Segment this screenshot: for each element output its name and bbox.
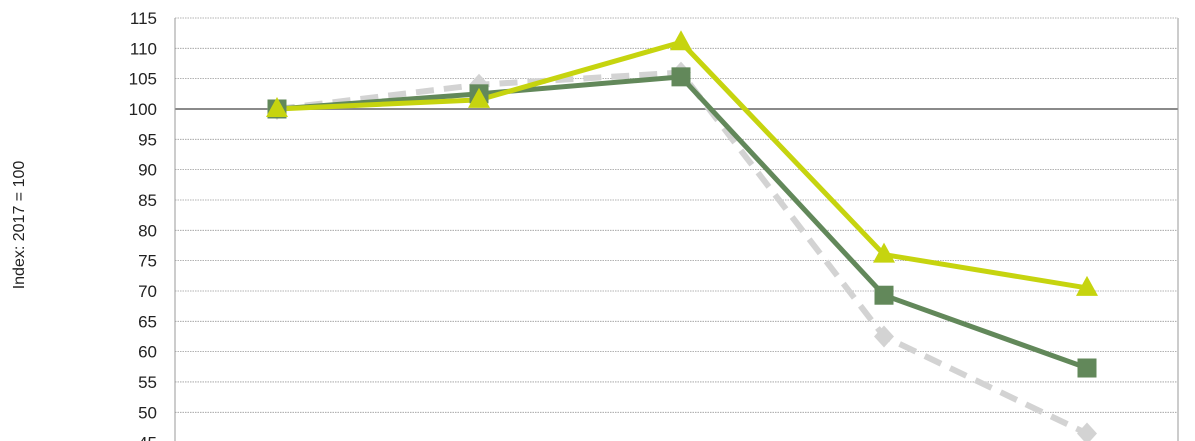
y-tick-label: 85	[138, 191, 157, 210]
y-tick-label: 65	[138, 312, 157, 331]
data-point-diamond	[1077, 422, 1097, 441]
y-tick-label: 115	[130, 9, 157, 28]
y-tick-label: 80	[138, 221, 157, 240]
y-axis-tick-labels: 45 50 55 60 65 70 75 80 85 90 95 100 105 110 115	[129, 9, 157, 441]
data-point-triangle	[670, 30, 692, 51]
data-point-triangle	[468, 87, 490, 108]
y-tick-label: 60	[138, 343, 157, 362]
data-point-triangle	[873, 242, 895, 263]
y-axis-title: Index: 2017 = 100	[11, 161, 28, 290]
series-lines	[276, 39, 1089, 437]
data-point-square	[874, 285, 894, 305]
y-tick-label: 75	[138, 252, 157, 271]
series-line-square	[276, 74, 1088, 371]
y-tick-label: 95	[138, 130, 157, 149]
y-tick-label: 45	[138, 434, 157, 441]
y-tick-label: 105	[129, 70, 157, 89]
y-tick-label: 70	[138, 282, 157, 301]
data-point-diamond	[874, 325, 894, 348]
series-line-diamond	[276, 69, 1089, 437]
data-point-triangle	[266, 96, 288, 117]
data-point-square	[671, 67, 691, 87]
data-point-square	[1077, 358, 1097, 378]
series-markers	[266, 30, 1098, 441]
y-tick-label: 55	[138, 373, 157, 392]
y-tick-label: 110	[130, 39, 157, 58]
y-tick-label: 90	[138, 161, 157, 180]
y-tick-label: 100	[129, 100, 157, 119]
y-tick-label: 50	[138, 403, 157, 422]
data-point-triangle	[1076, 275, 1098, 296]
